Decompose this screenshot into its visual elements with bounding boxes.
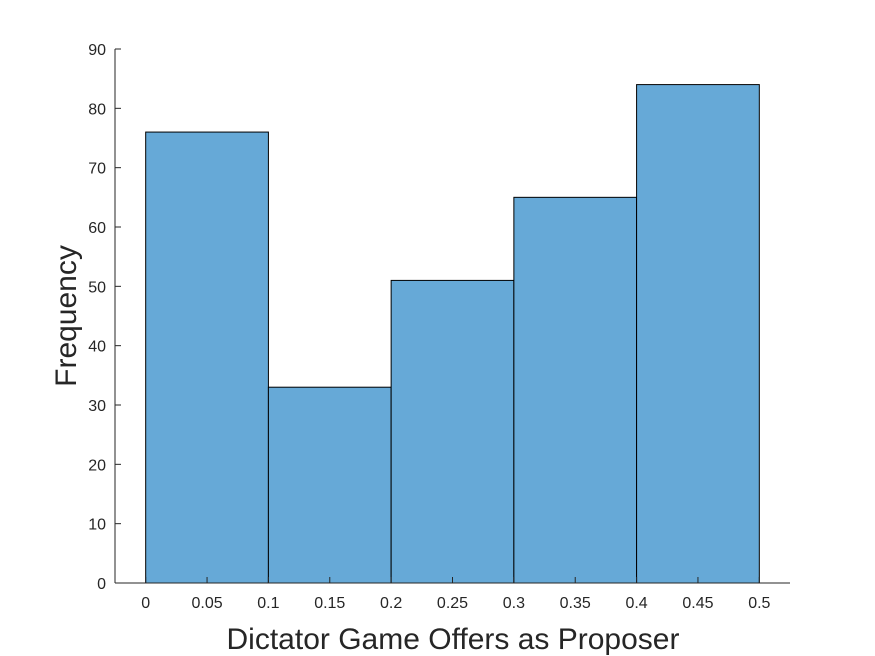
x-tick-label: 0.2 xyxy=(380,595,402,612)
tick-labels: 0 0.05 0.1 0.15 0.2 0.25 0.3 0.35 0.4 0.45 0.5 0 10 2… xyxy=(88,42,770,612)
x-tick-label: 0.45 xyxy=(682,595,713,612)
histogram-bar xyxy=(513,196,638,584)
y-tick-label: 90 xyxy=(88,42,106,59)
x-tick-label: 0.35 xyxy=(560,595,591,612)
x-tick-label: 0.3 xyxy=(503,595,525,612)
y-tick-label: 40 xyxy=(88,339,106,356)
x-tick-label: 0.25 xyxy=(437,595,468,612)
x-tick-label: 0.15 xyxy=(314,595,345,612)
y-tick-label: 70 xyxy=(88,161,106,178)
histogram-bar xyxy=(636,84,760,584)
y-tick-label: 60 xyxy=(88,220,106,237)
histogram-bars xyxy=(145,84,760,584)
y-tick-label: 30 xyxy=(88,398,106,415)
histogram-bar xyxy=(390,279,515,584)
y-tick-label: 20 xyxy=(88,457,106,474)
histogram-bar xyxy=(267,386,392,584)
y-tick-label: 10 xyxy=(88,517,106,534)
x-tick-label: 0.1 xyxy=(257,595,279,612)
histogram-bar xyxy=(145,131,269,584)
x-tick-label: 0 xyxy=(141,595,150,612)
y-axis-label: Frequency xyxy=(50,245,83,387)
x-tick-label: 0.5 xyxy=(748,595,770,612)
axes xyxy=(114,48,790,584)
x-tick-label: 0.4 xyxy=(625,595,647,612)
y-tick-label: 50 xyxy=(88,279,106,296)
y-tick-label: 0 xyxy=(97,576,106,593)
y-tick-label: 80 xyxy=(88,101,106,118)
x-axis-label: Dictator Game Offers as Proposer xyxy=(227,623,680,656)
x-tick-label: 0.05 xyxy=(191,595,222,612)
